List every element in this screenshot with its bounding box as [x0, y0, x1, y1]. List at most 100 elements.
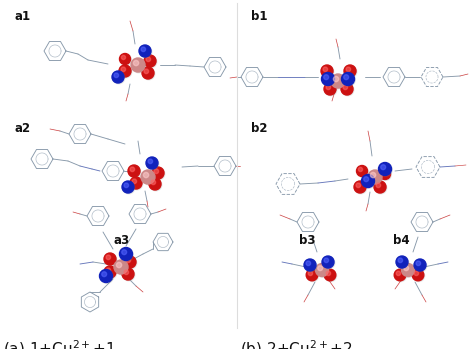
Circle shape [326, 271, 330, 276]
Text: b2: b2 [251, 122, 268, 135]
Circle shape [132, 59, 146, 73]
Circle shape [146, 57, 151, 62]
Circle shape [122, 250, 127, 255]
Circle shape [125, 257, 137, 269]
Circle shape [106, 255, 110, 260]
Circle shape [100, 269, 112, 282]
Circle shape [381, 165, 386, 170]
Circle shape [130, 167, 135, 172]
Circle shape [316, 263, 328, 276]
Circle shape [100, 270, 113, 283]
Circle shape [120, 248, 133, 261]
Circle shape [342, 73, 356, 86]
Circle shape [379, 163, 392, 176]
Circle shape [153, 168, 165, 180]
Circle shape [401, 263, 414, 276]
Circle shape [413, 270, 425, 282]
Circle shape [122, 268, 134, 280]
Circle shape [325, 270, 337, 282]
Circle shape [341, 83, 353, 95]
Circle shape [404, 266, 409, 271]
Circle shape [123, 269, 135, 281]
Text: b1: b1 [251, 10, 268, 23]
Circle shape [362, 175, 375, 188]
Circle shape [415, 260, 427, 272]
Circle shape [357, 166, 368, 177]
Circle shape [323, 67, 328, 72]
Circle shape [344, 65, 356, 77]
Circle shape [131, 178, 143, 190]
Circle shape [145, 56, 157, 68]
Circle shape [398, 258, 402, 262]
Text: b4: b4 [393, 234, 410, 247]
Circle shape [304, 259, 316, 271]
Circle shape [322, 66, 334, 78]
Circle shape [370, 172, 376, 178]
Circle shape [358, 168, 363, 172]
Text: b3: b3 [299, 234, 315, 247]
Circle shape [323, 257, 335, 269]
Circle shape [112, 71, 124, 83]
Circle shape [333, 76, 339, 82]
Circle shape [362, 174, 374, 187]
Circle shape [129, 166, 141, 178]
Circle shape [154, 169, 159, 173]
Circle shape [324, 258, 328, 262]
Circle shape [414, 259, 426, 271]
Circle shape [144, 55, 156, 67]
Circle shape [119, 247, 133, 260]
Circle shape [149, 178, 161, 190]
Circle shape [121, 67, 126, 72]
Circle shape [114, 73, 118, 77]
Circle shape [382, 170, 385, 174]
Circle shape [306, 261, 310, 266]
Circle shape [374, 181, 386, 193]
Circle shape [307, 270, 319, 282]
Circle shape [104, 253, 116, 265]
Circle shape [316, 264, 329, 277]
Circle shape [368, 170, 382, 184]
Circle shape [354, 181, 366, 193]
Circle shape [380, 169, 391, 179]
Circle shape [130, 177, 142, 189]
Circle shape [142, 171, 156, 185]
Circle shape [106, 268, 110, 273]
Circle shape [324, 83, 336, 95]
Circle shape [143, 68, 155, 80]
Circle shape [356, 165, 367, 177]
Circle shape [346, 67, 351, 72]
Circle shape [102, 272, 107, 277]
Circle shape [395, 270, 407, 282]
Circle shape [124, 256, 136, 268]
Circle shape [141, 47, 146, 52]
Circle shape [306, 269, 318, 281]
Circle shape [344, 75, 349, 80]
Text: a2: a2 [14, 122, 30, 135]
Circle shape [414, 271, 419, 276]
Circle shape [332, 75, 346, 89]
Circle shape [133, 60, 139, 66]
Circle shape [147, 158, 159, 170]
Circle shape [331, 74, 345, 88]
Circle shape [131, 58, 145, 72]
Circle shape [105, 254, 117, 266]
Circle shape [322, 256, 334, 268]
Circle shape [397, 257, 409, 269]
Circle shape [114, 260, 128, 274]
Circle shape [139, 45, 151, 57]
Circle shape [343, 85, 347, 90]
Circle shape [142, 67, 154, 79]
Circle shape [143, 172, 149, 178]
Text: a1: a1 [14, 10, 30, 23]
Circle shape [325, 84, 337, 96]
Circle shape [305, 260, 317, 272]
Text: a3: a3 [114, 234, 130, 247]
Circle shape [308, 271, 312, 276]
Circle shape [342, 84, 354, 96]
Circle shape [121, 55, 126, 60]
Circle shape [123, 182, 135, 194]
Circle shape [375, 182, 387, 194]
Text: (a) 1+Cu$^{2+}$+1: (a) 1+Cu$^{2+}$+1 [3, 339, 116, 349]
Circle shape [117, 262, 122, 268]
Circle shape [119, 65, 131, 77]
